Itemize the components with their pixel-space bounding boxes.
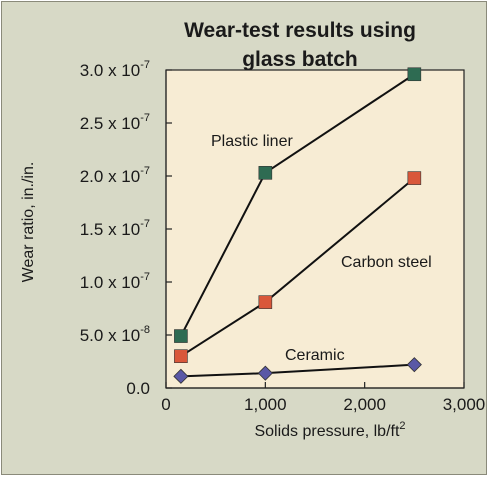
x-axis-label-superscript: 2 xyxy=(399,420,405,432)
x-tick-label: 1,000 xyxy=(244,395,287,414)
y-tick-mantissa: 3.0 x 10 xyxy=(80,61,141,80)
plot-area xyxy=(165,69,465,389)
chart-title-line-2: glass batch xyxy=(242,48,358,71)
y-axis-ticks: 0.05.0 x 10-81.0 x 10-71.5 x 10-72.0 x 1… xyxy=(80,59,172,398)
y-tick-label: 1.0 x 10-7 xyxy=(80,271,150,292)
y-tick-label: 5.0 x 10-8 xyxy=(80,324,150,345)
y-tick-label: 2.5 x 10-7 xyxy=(80,112,150,133)
x-tick-label: 2,000 xyxy=(343,395,386,414)
x-tick-label: 0 xyxy=(161,395,170,414)
x-axis-label: Solids pressure, lb/ft2 xyxy=(254,420,405,440)
y-tick-label: 2.0 x 10-7 xyxy=(80,165,150,186)
data-point xyxy=(258,295,273,309)
y-tick-label: 0.0 xyxy=(126,379,150,398)
series-label-ceramic: Ceramic xyxy=(285,347,345,364)
y-tick-exponent: -7 xyxy=(140,271,150,283)
data-point xyxy=(407,67,422,82)
series-label-plastic-liner: Plastic liner xyxy=(211,133,293,150)
y-tick-exponent: -7 xyxy=(140,112,150,124)
data-point xyxy=(257,365,273,381)
data-point xyxy=(407,171,422,185)
series-label-carbon-steel: Carbon steel xyxy=(341,254,432,271)
x-axis-ticks: 0 1,000 2,000 3,000 xyxy=(161,382,485,414)
y-tick-mantissa: 2.0 x 10 xyxy=(80,167,141,186)
x-axis-label-text: Solids pressure, lb/ft xyxy=(254,423,400,440)
y-tick-mantissa: 0.0 xyxy=(126,379,150,398)
y-tick-exponent: -7 xyxy=(140,218,150,230)
data-point xyxy=(406,357,422,373)
y-tick-mantissa: 5.0 x 10 xyxy=(80,326,141,345)
series-markers xyxy=(173,67,422,384)
y-tick-exponent: -7 xyxy=(140,59,150,71)
y-tick-mantissa: 1.5 x 10 xyxy=(80,220,141,239)
y-tick-label: 1.5 x 10-7 xyxy=(80,218,150,239)
y-tick-exponent: -7 xyxy=(140,165,150,177)
x-tick-label: 3,000 xyxy=(443,395,486,414)
data-point xyxy=(174,349,188,364)
y-tick-mantissa: 2.5 x 10 xyxy=(80,114,141,133)
data-point xyxy=(174,329,188,343)
chart-title-line-1: Wear-test results using xyxy=(184,19,416,42)
y-tick-exponent: -8 xyxy=(140,324,150,336)
data-point xyxy=(173,368,189,384)
y-tick-label: 3.0 x 10-7 xyxy=(80,59,150,80)
y-axis-label: Wear ratio, in./in. xyxy=(20,162,37,283)
y-tick-mantissa: 1.0 x 10 xyxy=(80,273,141,292)
data-point xyxy=(258,166,273,180)
